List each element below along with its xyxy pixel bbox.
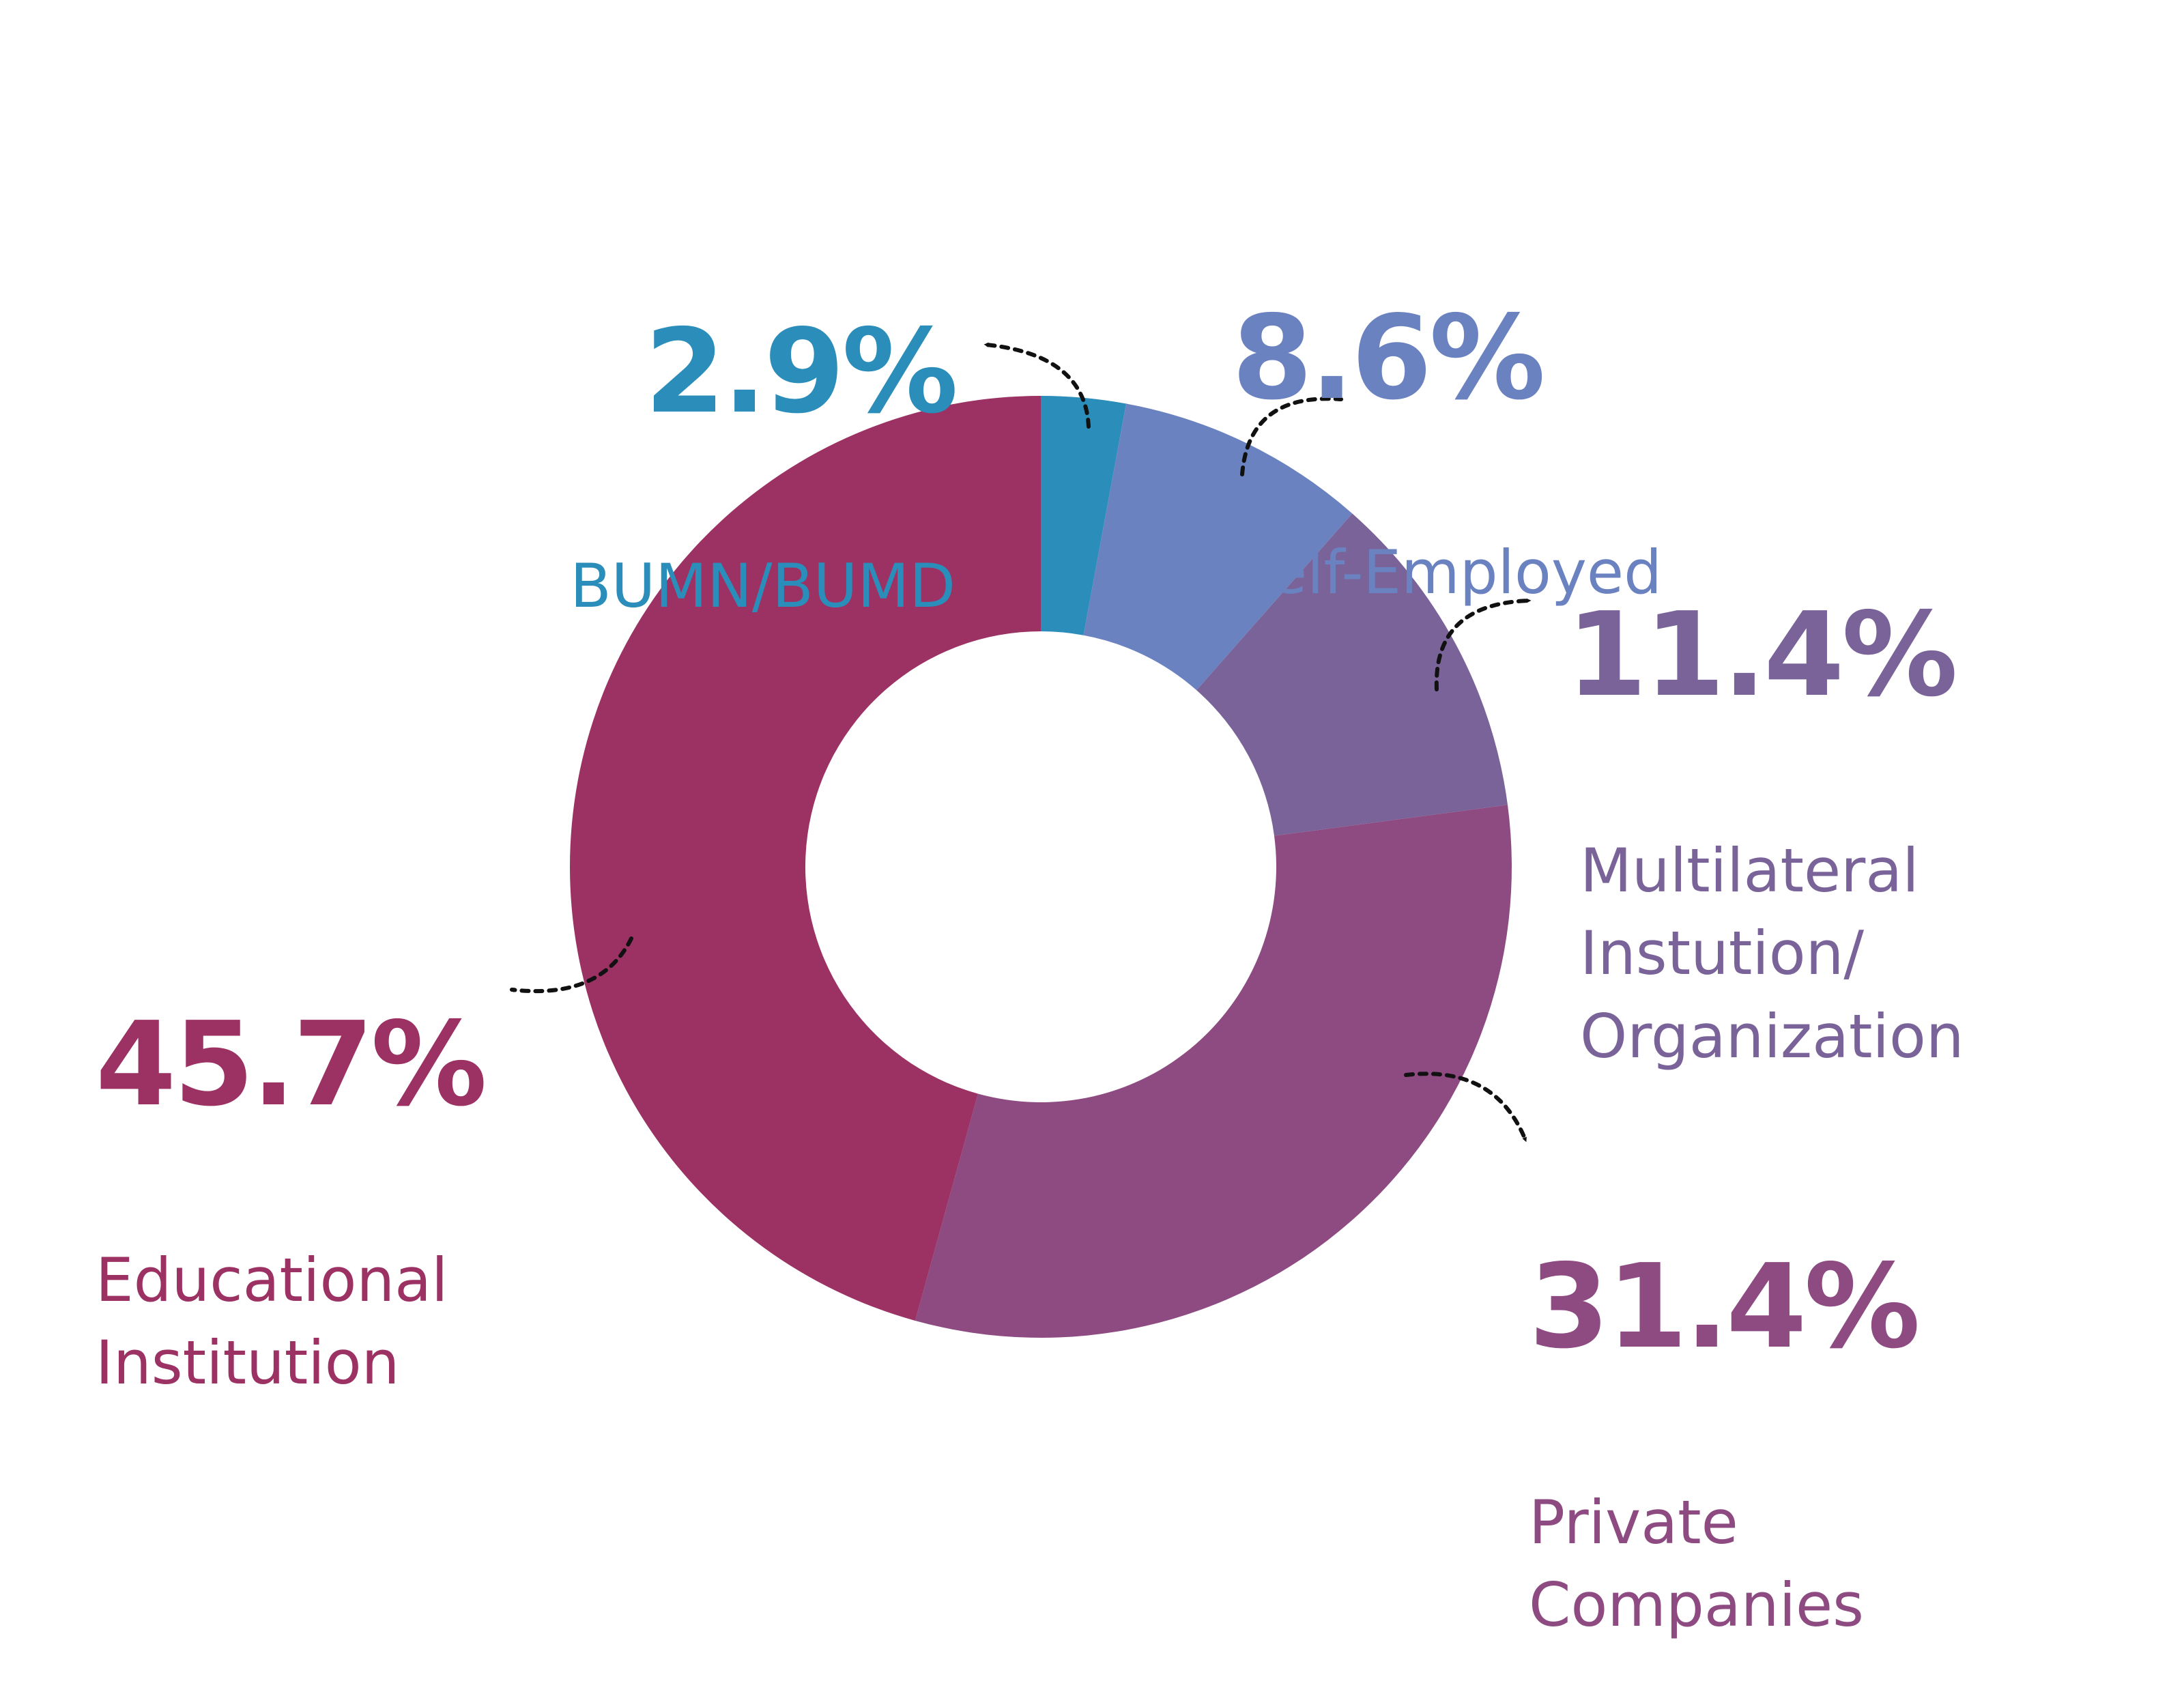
data-label-percent: 8.6%	[1232, 291, 1545, 426]
callout-arrow-1	[1240, 397, 1344, 476]
callout-arrow-3	[1404, 1072, 1527, 1143]
data-label-percent: 45.7%	[96, 997, 487, 1132]
slice-bumn-bumd	[1041, 396, 1127, 635]
donut-chart	[509, 342, 1532, 1338]
callout-arrow-4	[509, 936, 633, 994]
category-label: BUMN/BUMD	[570, 551, 956, 621]
category-label: Self-Employed	[1232, 537, 1662, 607]
callout-arrows	[509, 342, 1532, 1143]
callout-educational-institution: 45.7% Educational Institution	[96, 891, 487, 1465]
slice-self-employed	[1083, 403, 1353, 691]
callout-self-employed: 8.6% Self-Employed	[1232, 184, 1662, 674]
slice-private	[915, 805, 1512, 1338]
category-label: Private Companies	[1529, 1487, 1865, 1641]
slice-educational	[570, 396, 1041, 1321]
data-label-percent: 2.9%	[644, 304, 958, 440]
callout-arrow-2	[1434, 598, 1532, 691]
data-label-percent: 31.4%	[1529, 1239, 1921, 1375]
callout-arrow-0	[983, 342, 1091, 429]
chart-slices	[570, 396, 1512, 1338]
callout-bumn-bumd: 2.9% BUMN/BUMD	[519, 198, 958, 687]
data-label-percent: 11.4%	[1566, 588, 1958, 723]
slice-multilateral	[1196, 513, 1508, 836]
callout-private-companies: 31.4% Private Companies	[1529, 1133, 1921, 1707]
category-label: Educational Institution	[96, 1245, 448, 1398]
callout-multilateral: 11.4% Multilateral Instution/ Organizati…	[1566, 481, 1964, 1138]
category-label: Multilateral Instution/ Organization	[1580, 835, 1964, 1072]
